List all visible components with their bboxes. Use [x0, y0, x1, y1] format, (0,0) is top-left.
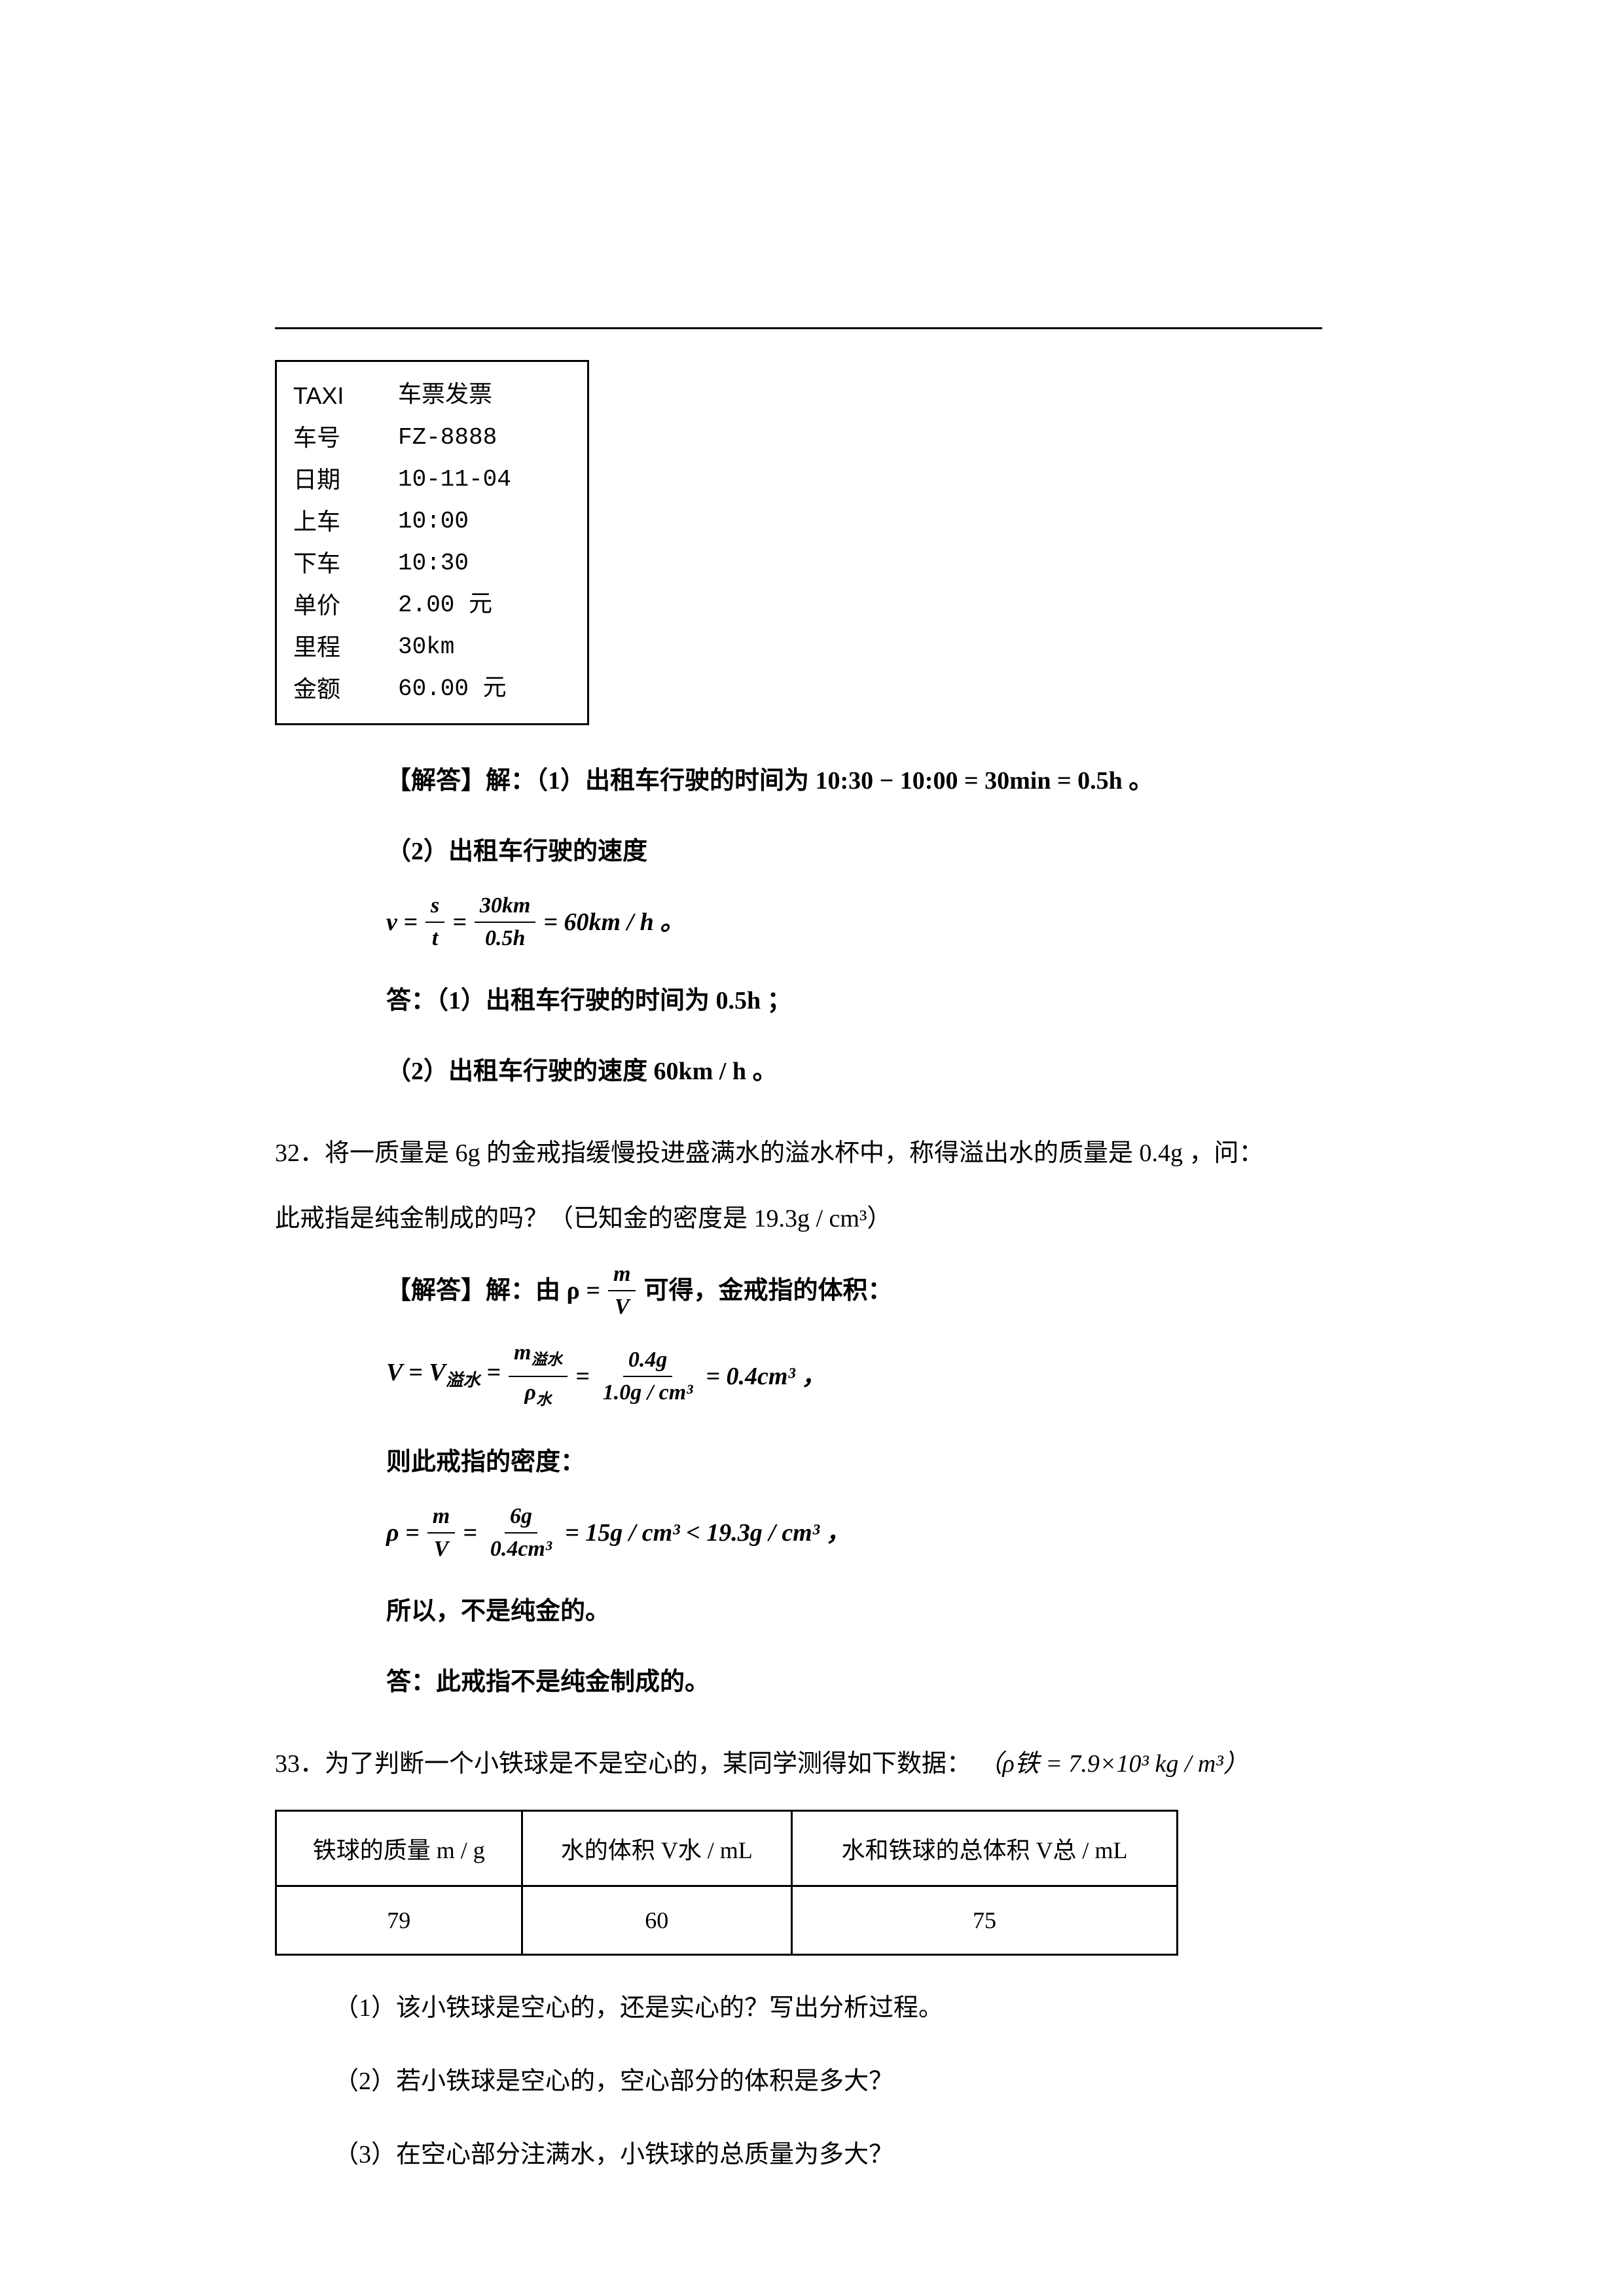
frac-den: 1.0g / cm³: [598, 1377, 698, 1406]
q32-number: 32．: [275, 1139, 325, 1167]
subscript: 溢水: [446, 1371, 480, 1390]
sol32-formula-v: V = V溢水 = m溢水 ρ水 = 0.4g 1.0g / cm³ = 0.4…: [386, 1340, 1322, 1413]
sol32-ans: 答：此戒指不是纯金制成的。: [386, 1653, 1322, 1712]
sol31-formula: v = s t = 30km 0.5h = 60km / h 。: [386, 893, 1322, 952]
taxi-label: TAXI: [293, 375, 398, 417]
taxi-row: 金额60.00 元: [293, 668, 571, 710]
frac-den: ρ水: [519, 1377, 556, 1413]
q33-sub3: （3）在空心部分注满水，小铁球的总质量为多大？: [334, 2122, 1322, 2187]
taxi-row: 车号FZ-8888: [293, 417, 571, 459]
taxi-row: TAXI车票发票: [293, 375, 571, 417]
table-cell: 79: [276, 1886, 522, 1954]
fraction: s t: [425, 893, 444, 952]
taxi-value: 车票发票: [398, 375, 492, 417]
table-cell: 75: [791, 1886, 1177, 1954]
taxi-label: 上车: [293, 501, 398, 543]
frac-num: m溢水: [509, 1340, 568, 1377]
sol32-formula-rho: ρ = m V = 6g 0.4cm³ = 15g / cm³ < 19.3g …: [386, 1503, 1322, 1562]
taxi-value: FZ-8888: [398, 417, 497, 459]
formula-eq: =: [575, 1361, 590, 1392]
frac-den: 0.4cm³: [485, 1534, 557, 1562]
taxi-value: 10:00: [398, 501, 469, 543]
formula-lhs: V = V溢水 =: [386, 1357, 501, 1396]
taxi-label: 单价: [293, 584, 398, 626]
formula-lhs: ρ =: [386, 1517, 420, 1549]
taxi-value: 2.00 元: [398, 584, 492, 626]
frac-num: m: [608, 1261, 636, 1291]
taxi-value: 30km: [398, 626, 454, 668]
frac-den: 0.5h: [480, 923, 530, 952]
frac-num: 6g: [505, 1503, 537, 1534]
solution-31: 【解答】解：（1）出租车行驶的时间为 10:30 − 10:00 = 30min…: [386, 751, 1322, 1101]
sol31-line1: 【解答】解：（1）出租车行驶的时间为 10:30 − 10:00 = 30min…: [386, 751, 1322, 810]
q33-number: 33．: [275, 1750, 325, 1778]
formula-result: = 60km / h 。: [543, 906, 685, 938]
taxi-label: 里程: [293, 626, 398, 668]
frac-den: t: [427, 923, 443, 952]
fraction: 30km 0.5h: [475, 893, 535, 952]
formula-lhs: v =: [386, 906, 418, 938]
frac-den: V: [429, 1534, 454, 1562]
sol32-so: 所以，不是纯金的。: [386, 1582, 1322, 1641]
q33-sub1: （1）该小铁球是空心的，还是实心的？写出分析过程。: [334, 1975, 1322, 2041]
table-row: 铁球的质量 m / g 水的体积 V水 / mL 水和铁球的总体积 V总 / m…: [276, 1810, 1178, 1886]
q33-data-table: 铁球的质量 m / g 水的体积 V水 / mL 水和铁球的总体积 V总 / m…: [275, 1810, 1178, 1956]
q33-given: （ρ铁 = 7.9×10³ kg / m³）: [978, 1731, 1248, 1797]
sol32-mid: 则此戒指的密度：: [386, 1433, 1322, 1492]
fraction: m V: [608, 1261, 636, 1320]
fraction: m V: [427, 1503, 455, 1562]
formula-eq: =: [463, 1517, 477, 1549]
taxi-label: 日期: [293, 459, 398, 501]
formula-result: = 0.4cm³ ，: [706, 1361, 826, 1392]
taxi-label: 下车: [293, 543, 398, 584]
taxi-value: 10:30: [398, 543, 469, 584]
q33-sub-questions: （1）该小铁球是空心的，还是实心的？写出分析过程。 （2）若小铁球是空心的，空心…: [334, 1975, 1322, 2187]
sol32-header: 【解答】解：由 ρ = m V 可得，金戒指的体积：: [386, 1261, 1322, 1320]
fraction: m溢水 ρ水: [509, 1340, 568, 1413]
solution-32: 【解答】解：由 ρ = m V 可得，金戒指的体积： V = V溢水 = m溢水…: [386, 1261, 1322, 1712]
q32-stem2: 此戒指是纯金制成的吗？（已知金的密度是 19.3g / cm³）: [275, 1186, 1322, 1251]
table-row: 79 60 75: [276, 1886, 1178, 1954]
question-32: 32．将一质量是 6g 的金戒指缓慢投进盛满水的溢水杯中，称得溢出水的质量是 0…: [275, 1121, 1322, 1251]
table-header: 铁球的质量 m / g: [276, 1810, 522, 1886]
q32-stem1: 32．将一质量是 6g 的金戒指缓慢投进盛满水的溢水杯中，称得溢出水的质量是 0…: [275, 1121, 1322, 1186]
taxi-row: 上车10:00: [293, 501, 571, 543]
question-33: 33．为了判断一个小铁球是不是空心的，某同学测得如下数据： （ρ铁 = 7.9×…: [275, 1731, 1322, 1797]
taxi-row: 单价2.00 元: [293, 584, 571, 626]
q33-sub2: （2）若小铁球是空心的，空心部分的体积是多大？: [334, 2049, 1322, 2114]
sol31-line3: 答：（1）出租车行驶的时间为 0.5h ；: [386, 971, 1322, 1030]
frac-num: 0.4g: [623, 1347, 673, 1377]
taxi-label: 车号: [293, 417, 398, 459]
sol32-header-tail: 可得，金戒指的体积：: [643, 1275, 892, 1306]
formula-result: = 15g / cm³ < 19.3g / cm³ ，: [565, 1517, 851, 1549]
frac-num: m: [427, 1503, 455, 1534]
taxi-receipt-box: TAXI车票发票 车号FZ-8888 日期10-11-04 上车10:00 下车…: [275, 360, 589, 725]
taxi-label: 金额: [293, 668, 398, 710]
taxi-row: 日期10-11-04: [293, 459, 571, 501]
q33-stem: 33．为了判断一个小铁球是不是空心的，某同学测得如下数据： （ρ铁 = 7.9×…: [275, 1731, 1322, 1797]
sol32-header-text: 【解答】解：由 ρ =: [386, 1275, 600, 1306]
fraction: 0.4g 1.0g / cm³: [598, 1347, 698, 1406]
taxi-value: 10-11-04: [398, 459, 511, 501]
q32-text1: 将一质量是 6g 的金戒指缓慢投进盛满水的溢水杯中，称得溢出水的质量是 0.4g…: [325, 1139, 1264, 1167]
frac-num: 30km: [475, 893, 535, 923]
sol31-line4: （2）出租车行驶的速度 60km / h 。: [386, 1042, 1322, 1101]
fraction: 6g 0.4cm³: [485, 1503, 557, 1562]
table-cell: 60: [522, 1886, 791, 1954]
page-top-rule: [275, 327, 1322, 329]
formula-eq: =: [452, 906, 467, 938]
page-content: TAXI车票发票 车号FZ-8888 日期10-11-04 上车10:00 下车…: [275, 360, 1322, 2195]
frac-num: s: [425, 893, 444, 923]
table-header: 水和铁球的总体积 V总 / mL: [791, 1810, 1177, 1886]
taxi-value: 60.00 元: [398, 668, 507, 710]
taxi-row: 下车10:30: [293, 543, 571, 584]
q33-text: 为了判断一个小铁球是不是空心的，某同学测得如下数据：: [325, 1750, 971, 1778]
taxi-row: 里程30km: [293, 626, 571, 668]
frac-den: V: [609, 1291, 635, 1320]
sol31-line2: （2）出租车行驶的速度: [386, 822, 1322, 881]
table-header: 水的体积 V水 / mL: [522, 1810, 791, 1886]
